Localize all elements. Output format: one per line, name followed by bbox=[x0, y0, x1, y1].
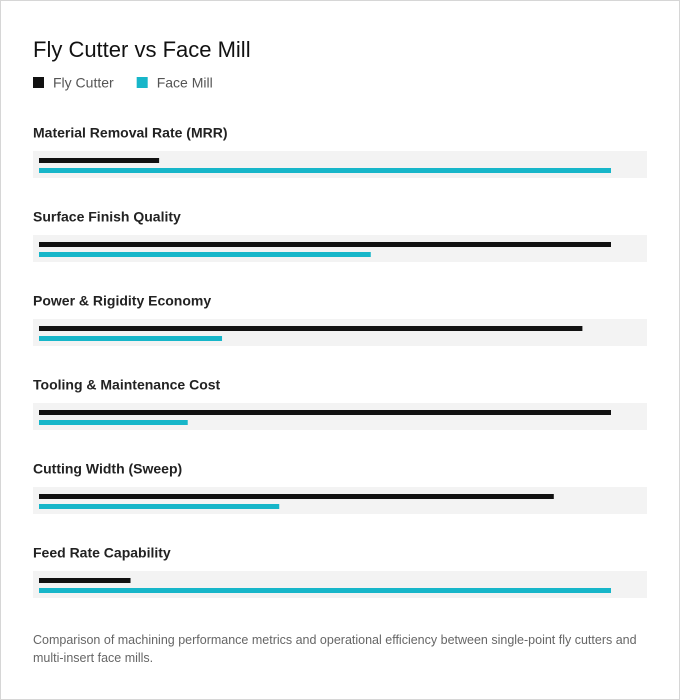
track bbox=[33, 403, 647, 430]
bar bbox=[39, 494, 554, 499]
bar bbox=[39, 578, 131, 583]
bar bbox=[39, 504, 280, 509]
track bbox=[33, 571, 647, 598]
bar bbox=[39, 252, 371, 257]
bar bbox=[39, 326, 583, 331]
bar bbox=[39, 336, 223, 341]
legend-label: Face Mill bbox=[157, 75, 213, 91]
chart-title: Fly Cutter vs Face Mill bbox=[33, 37, 251, 62]
legend-label: Fly Cutter bbox=[53, 75, 114, 91]
caption: Comparison of machining performance metr… bbox=[33, 633, 637, 665]
track bbox=[33, 151, 647, 178]
category-label: Material Removal Rate (MRR) bbox=[33, 125, 228, 141]
legend-swatch bbox=[33, 77, 44, 88]
category-label: Tooling & Maintenance Cost bbox=[33, 377, 221, 393]
bar bbox=[39, 158, 160, 163]
category-label: Power & Rigidity Economy bbox=[33, 293, 211, 309]
legend-swatch bbox=[136, 77, 148, 88]
bar bbox=[39, 420, 188, 425]
category-label: Cutting Width (Sweep) bbox=[33, 461, 182, 477]
bar bbox=[39, 410, 611, 415]
track bbox=[33, 319, 647, 346]
bar bbox=[39, 168, 611, 173]
track bbox=[33, 235, 647, 262]
bar bbox=[39, 588, 611, 593]
track bbox=[33, 487, 647, 514]
category-label: Surface Finish Quality bbox=[33, 209, 181, 225]
bar bbox=[39, 242, 611, 247]
chart: Fly Cutter vs Face Mill Fly Cutter Face M… bbox=[33, 37, 647, 598]
category-label: Feed Rate Capability bbox=[33, 545, 171, 561]
